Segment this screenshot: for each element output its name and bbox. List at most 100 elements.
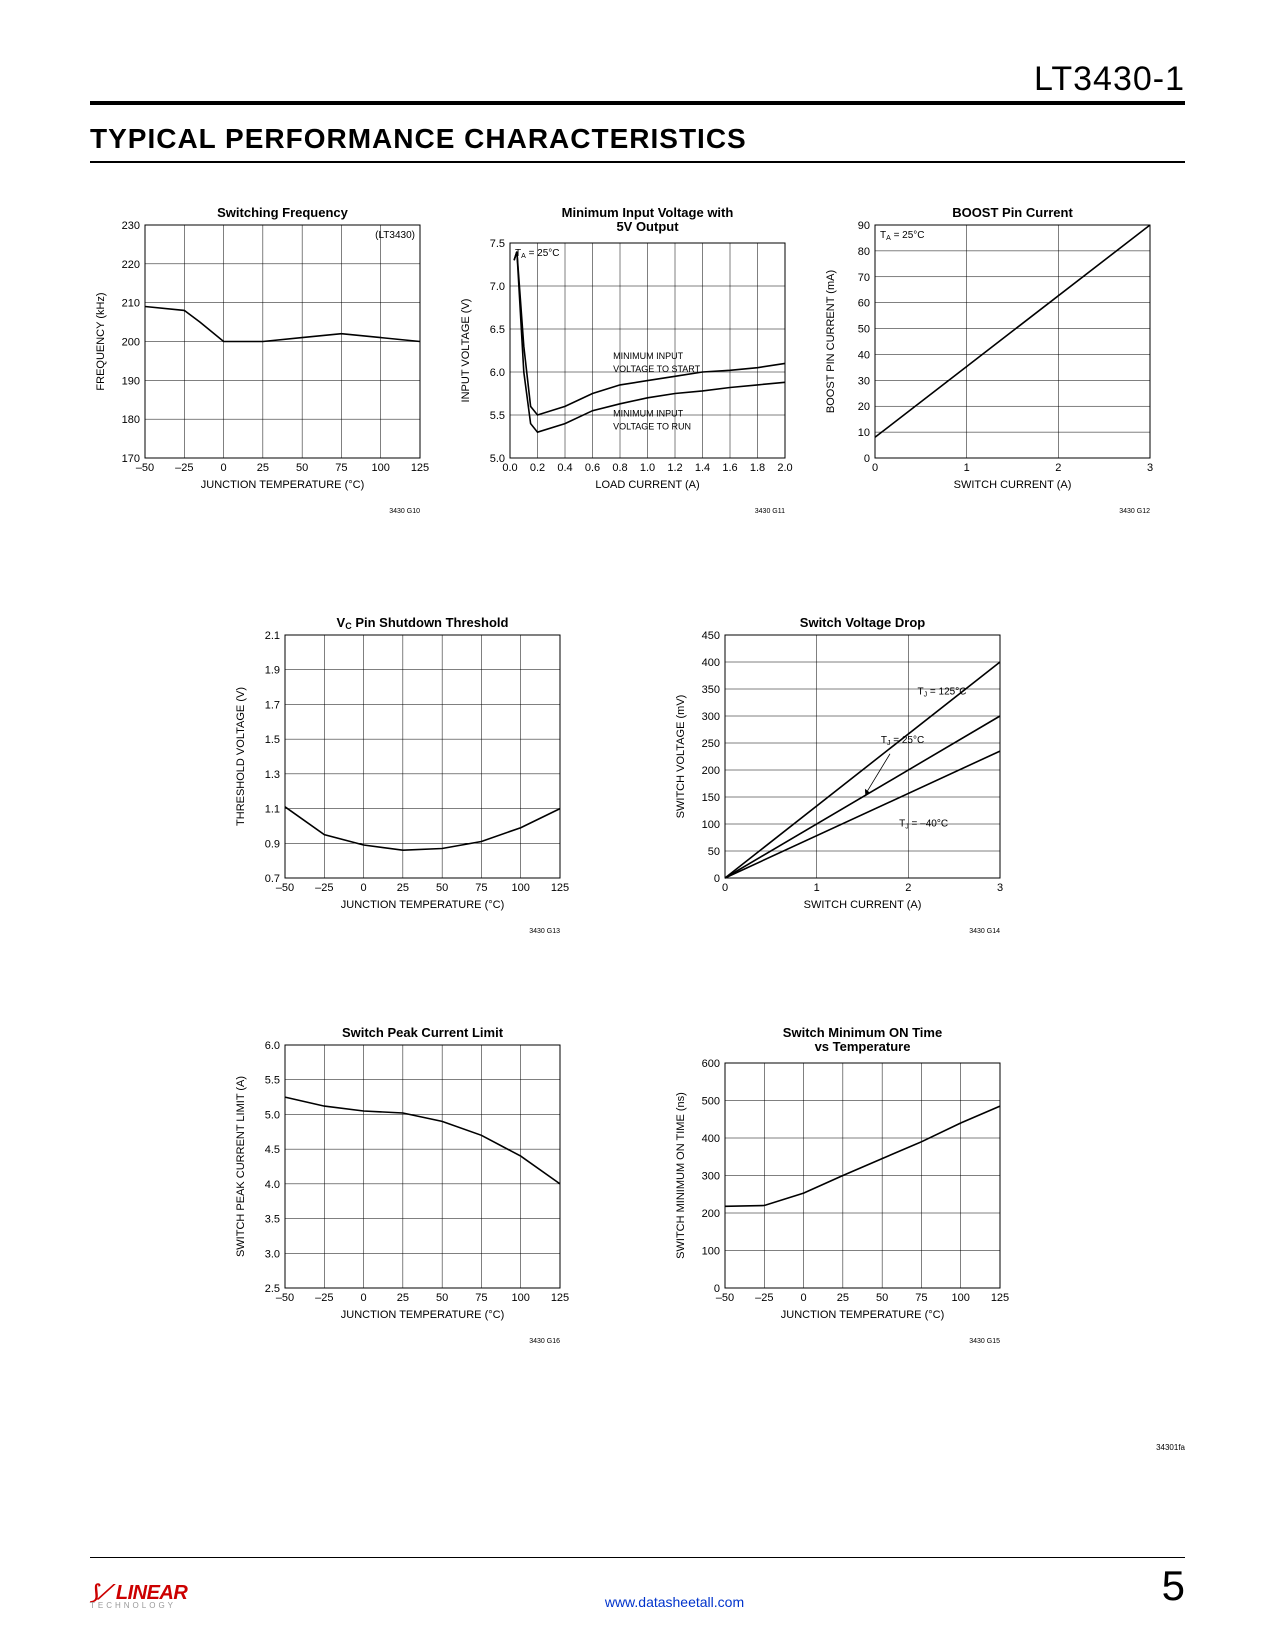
svg-text:0: 0 [714,873,720,885]
svg-text:250: 250 [702,738,720,750]
svg-text:1.0: 1.0 [640,462,655,474]
svg-text:1: 1 [964,462,970,474]
datasheet-page: LT3430-1 TYPICAL PERFORMANCE CHARACTERIS… [0,0,1275,1650]
svg-text:75: 75 [915,1292,927,1304]
svg-text:0.6: 0.6 [585,462,600,474]
svg-text:350: 350 [702,684,720,696]
svg-text:SWITCH CURRENT (A): SWITCH CURRENT (A) [954,479,1072,491]
svg-text:6.5: 6.5 [490,324,505,336]
svg-text:7.5: 7.5 [490,238,505,250]
svg-text:125: 125 [551,1292,569,1304]
svg-text:50: 50 [858,324,870,336]
svg-text:3430 G11: 3430 G11 [755,508,785,515]
chart-min-input-voltage: Minimum Input Voltage with5V Output0.00.… [455,203,795,519]
page-footer: ⟆⟋ LINEAR TECHNOLOGY www.datasheetall.co… [90,1557,1185,1610]
svg-text:0: 0 [872,462,878,474]
svg-text:4.5: 4.5 [265,1144,280,1156]
svg-text:170: 170 [122,453,140,465]
svg-text:0: 0 [801,1292,807,1304]
svg-text:1.3: 1.3 [265,769,280,781]
svg-text:5.0: 5.0 [490,453,505,465]
svg-text:25: 25 [397,882,409,894]
chart-switch-min-on-time: Switch Minimum ON Timevs Temperature–50–… [670,1023,1010,1349]
chart-boost-pin-current: BOOST Pin Current01230102030405060708090… [820,203,1160,519]
svg-text:VC Pin Shutdown Threshold: VC Pin Shutdown Threshold [337,615,509,631]
section-title: TYPICAL PERFORMANCE CHARACTERISTICS [90,123,1185,163]
svg-text:400: 400 [702,1133,720,1145]
svg-text:450: 450 [702,630,720,642]
svg-text:SWITCH CURRENT (A): SWITCH CURRENT (A) [804,899,922,911]
svg-text:vs Temperature: vs Temperature [815,1039,911,1054]
svg-text:6.0: 6.0 [490,367,505,379]
svg-text:10: 10 [858,427,870,439]
svg-text:0.9: 0.9 [265,838,280,850]
svg-text:0.4: 0.4 [557,462,572,474]
svg-text:5V Output: 5V Output [616,219,679,234]
svg-text:1.1: 1.1 [265,804,280,816]
svg-text:70: 70 [858,272,870,284]
svg-text:100: 100 [702,819,720,831]
svg-text:1.5: 1.5 [265,734,280,746]
chart-switch-peak-current-limit: Switch Peak Current Limit–50–25025507510… [230,1023,570,1349]
svg-text:2: 2 [1055,462,1061,474]
logo: ⟆⟋ LINEAR TECHNOLOGY [90,1580,187,1610]
svg-text:400: 400 [702,657,720,669]
svg-text:SWITCH VOLTAGE (mV): SWITCH VOLTAGE (mV) [675,695,687,819]
svg-text:2.1: 2.1 [265,630,280,642]
chart-switching-frequency: Switching Frequency–50–25025507510012517… [90,203,430,519]
svg-text:BOOST Pin Current: BOOST Pin Current [952,205,1073,220]
svg-text:3430 G10: 3430 G10 [389,508,420,515]
part-number: LT3430-1 [90,60,1185,105]
svg-text:100: 100 [512,1292,530,1304]
svg-text:7.0: 7.0 [490,281,505,293]
svg-text:150: 150 [702,792,720,804]
svg-text:1.2: 1.2 [667,462,682,474]
svg-text:125: 125 [991,1292,1009,1304]
charts-area: Switching Frequency–50–25025507510012517… [90,163,1185,1443]
svg-text:2: 2 [905,882,911,894]
svg-text:50: 50 [708,846,720,858]
svg-text:5.0: 5.0 [265,1109,280,1121]
page-number: 5 [1162,1562,1185,1610]
svg-text:75: 75 [475,1292,487,1304]
svg-text:20: 20 [858,401,870,413]
svg-text:100: 100 [372,462,390,474]
svg-text:0: 0 [361,882,367,894]
svg-text:60: 60 [858,298,870,310]
svg-text:3430 G13: 3430 G13 [529,928,560,935]
svg-text:1: 1 [814,882,820,894]
svg-text:50: 50 [436,1292,448,1304]
svg-text:INPUT VOLTAGE (V): INPUT VOLTAGE (V) [460,299,472,403]
svg-text:Switch Voltage Drop: Switch Voltage Drop [800,615,925,630]
svg-text:BOOST PIN CURRENT (mA): BOOST PIN CURRENT (mA) [825,270,837,413]
svg-text:3: 3 [1147,462,1153,474]
svg-text:JUNCTION TEMPERATURE (°C): JUNCTION TEMPERATURE (°C) [201,479,365,491]
svg-text:MINIMUM INPUT: MINIMUM INPUT [613,351,683,361]
svg-text:Switch Minimum ON Time: Switch Minimum ON Time [783,1025,942,1040]
svg-text:VOLTAGE TO RUN: VOLTAGE TO RUN [613,422,691,432]
svg-text:0: 0 [714,1283,720,1295]
svg-text:Minimum Input Voltage with: Minimum Input Voltage with [562,205,734,220]
svg-text:2.5: 2.5 [265,1283,280,1295]
svg-text:220: 220 [122,259,140,271]
svg-text:190: 190 [122,375,140,387]
svg-text:30: 30 [858,375,870,387]
svg-text:0: 0 [722,882,728,894]
svg-text:(LT3430): (LT3430) [375,230,415,241]
svg-text:4.0: 4.0 [265,1179,280,1191]
svg-text:Switch Peak Current Limit: Switch Peak Current Limit [342,1025,504,1040]
svg-text:0.8: 0.8 [612,462,627,474]
svg-text:200: 200 [122,337,140,349]
svg-text:1.6: 1.6 [722,462,737,474]
svg-text:3430 G14: 3430 G14 [969,928,1000,935]
svg-text:5.5: 5.5 [265,1075,280,1087]
svg-text:300: 300 [702,1171,720,1183]
svg-text:SWITCH MINIMUM ON TIME (ns): SWITCH MINIMUM ON TIME (ns) [675,1092,687,1259]
svg-text:JUNCTION TEMPERATURE (°C): JUNCTION TEMPERATURE (°C) [341,899,505,911]
svg-text:100: 100 [952,1292,970,1304]
svg-text:JUNCTION TEMPERATURE (°C): JUNCTION TEMPERATURE (°C) [781,1309,945,1321]
svg-text:200: 200 [702,765,720,777]
svg-text:1.8: 1.8 [750,462,765,474]
svg-text:100: 100 [702,1246,720,1258]
svg-text:210: 210 [122,298,140,310]
